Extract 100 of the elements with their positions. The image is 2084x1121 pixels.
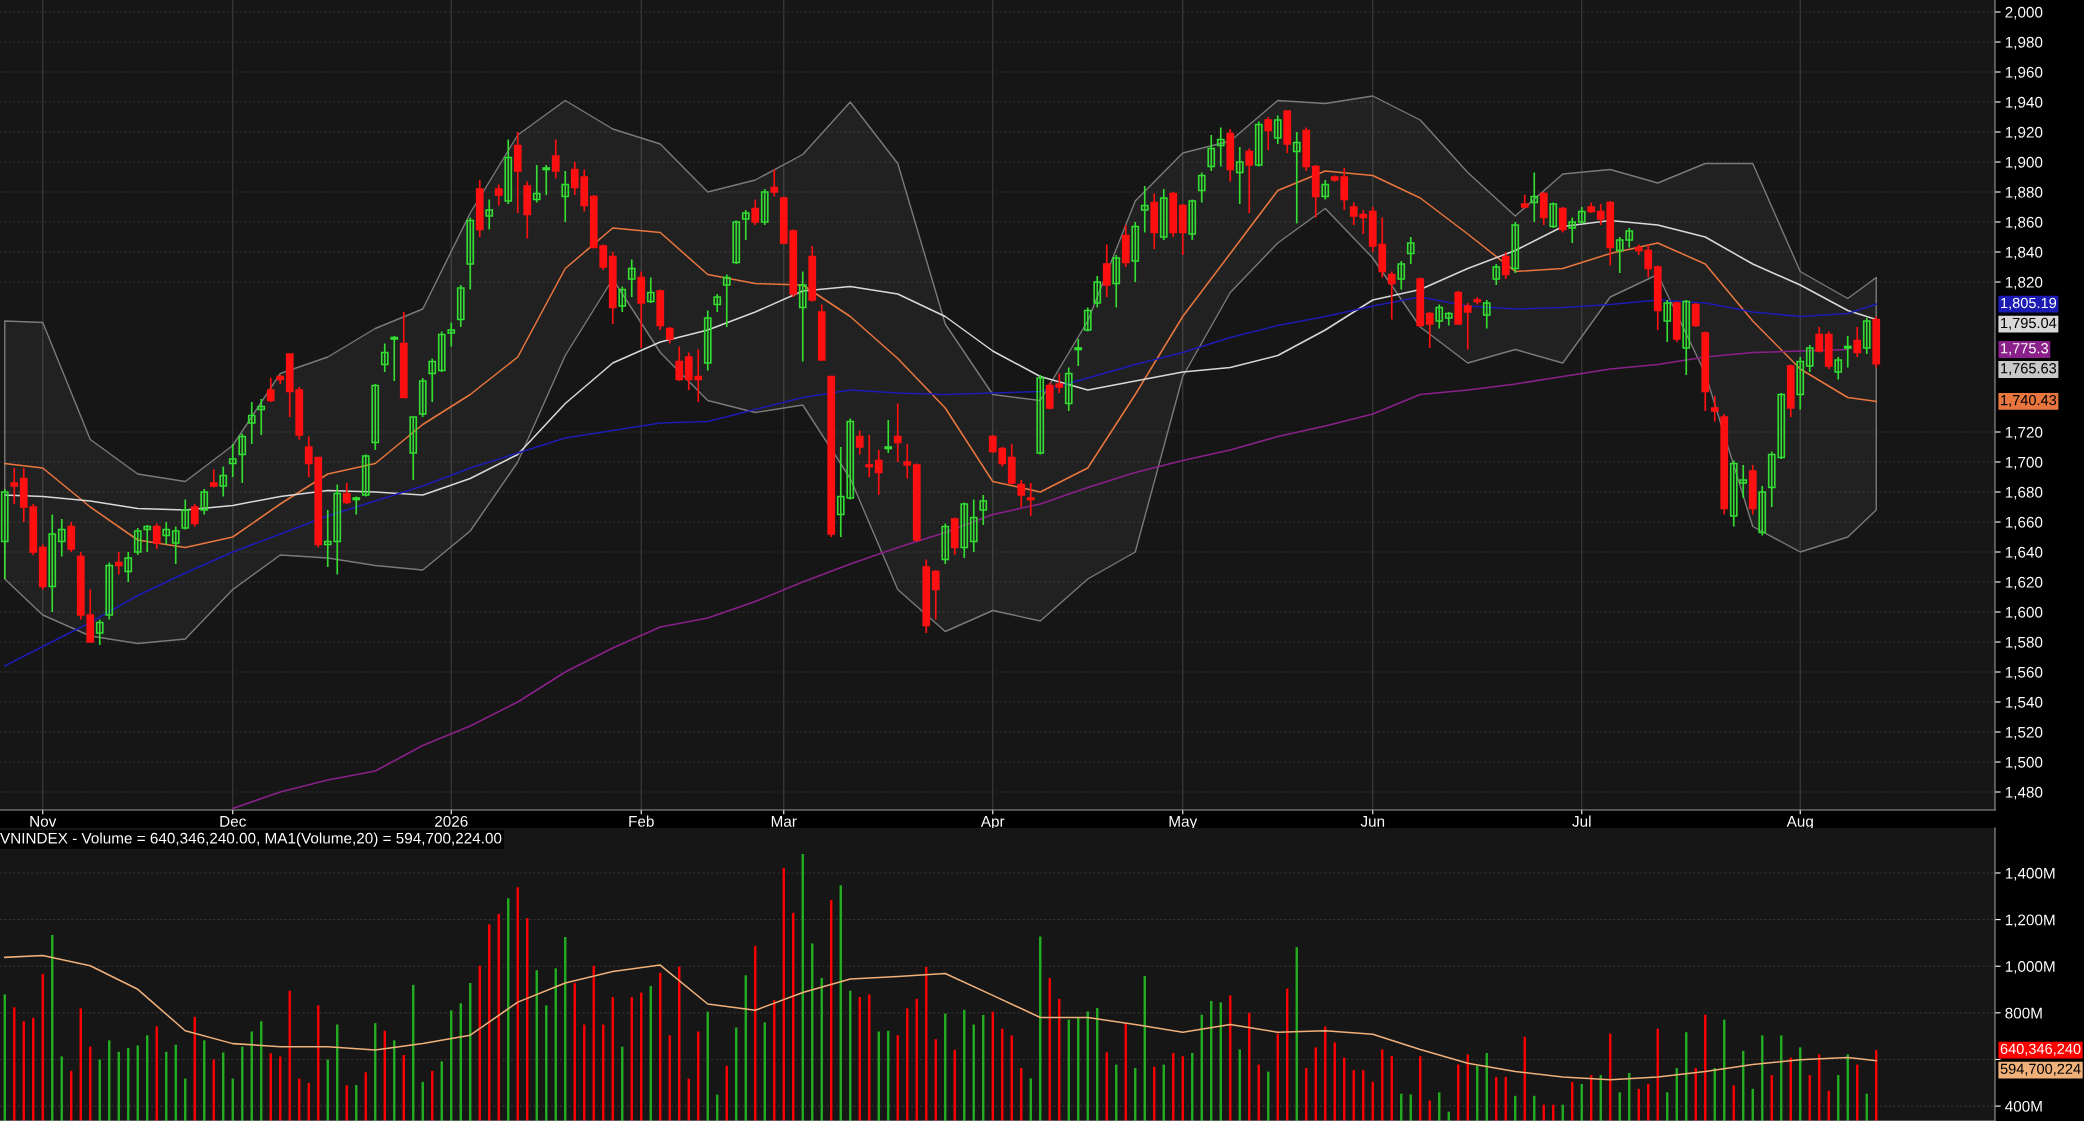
candlestick <box>1188 198 1197 241</box>
candlestick <box>1530 171 1539 223</box>
y-tick-label: 1,680 <box>2005 486 2043 500</box>
candlestick <box>1853 326 1862 358</box>
y-tick-label: 1,480 <box>2005 786 2043 800</box>
x-tick-label: Nov <box>30 816 57 827</box>
candlestick <box>893 402 902 463</box>
x-tick-label: 2026 <box>435 815 468 827</box>
x-tick-label: Apr <box>980 816 1005 830</box>
candlestick <box>447 321 456 348</box>
candlestick <box>67 521 76 553</box>
y-tick-label: 800M <box>2005 1007 2042 1019</box>
candlestick <box>1112 254 1121 309</box>
candlestick <box>1558 206 1567 234</box>
candlestick <box>751 198 760 226</box>
candlestick <box>732 219 741 265</box>
candlestick <box>162 521 171 546</box>
candlestick <box>361 453 370 498</box>
candlestick <box>1026 482 1035 517</box>
candlestick <box>1539 191 1548 226</box>
candlestick <box>10 467 19 505</box>
candlestick <box>1549 201 1558 229</box>
candlestick <box>380 342 389 373</box>
x-tick-label: Dec <box>220 816 246 827</box>
candlestick <box>1568 216 1577 244</box>
text: 594,700,224 <box>2000 1063 2081 1076</box>
candlestick <box>485 198 494 231</box>
text: 640,346,240 <box>2000 1043 2081 1056</box>
candlestick <box>1406 236 1415 265</box>
y-tick-label: 1,960 <box>2005 66 2043 80</box>
candlestick <box>1273 114 1282 145</box>
candlestick <box>57 518 66 558</box>
y-tick-label: 1,580 <box>2005 636 2043 650</box>
candlestick <box>865 434 874 478</box>
candlestick <box>770 168 779 198</box>
candlestick <box>219 465 228 498</box>
candlestick <box>627 258 636 298</box>
candlestick <box>409 416 418 481</box>
text: 1,765.63 <box>2001 363 2057 376</box>
candlestick <box>1815 326 1824 354</box>
line-series <box>3 296 1878 667</box>
candlestick <box>1064 366 1073 412</box>
candlestick <box>1805 344 1814 373</box>
candlestick <box>1796 356 1805 411</box>
candlestick <box>855 429 864 456</box>
candlestick <box>960 501 969 559</box>
y-tick-label: 1,940 <box>2005 96 2043 110</box>
x-tick-label: Jul <box>1572 815 1591 827</box>
candlestick <box>1216 126 1225 168</box>
x-tick-label: Feb <box>629 815 654 827</box>
y-tick-label: 1,640 <box>2005 546 2043 560</box>
candlestick <box>1131 221 1140 283</box>
candlestick <box>532 164 541 204</box>
text: 1,795.04 <box>2001 317 2057 330</box>
candlestick <box>1387 270 1396 321</box>
candlestick <box>1444 311 1453 327</box>
y-tick-label: 1,920 <box>2005 126 2043 140</box>
y-tick-label: 1,840 <box>2005 246 2043 260</box>
candlestick <box>209 468 218 489</box>
y-tick-label: 1,620 <box>2005 576 2043 590</box>
candlestick <box>1159 188 1168 241</box>
y-tick-label: 1,560 <box>2005 666 2043 680</box>
candlestick <box>266 377 275 403</box>
candlestick <box>741 209 750 241</box>
candlestick <box>437 330 446 373</box>
candlestick <box>504 138 513 205</box>
candlestick <box>456 284 465 328</box>
candlestick <box>143 524 152 553</box>
candlestick <box>1862 317 1871 355</box>
candlestick <box>114 551 123 576</box>
candlestick <box>1197 171 1206 204</box>
line-series <box>3 954 1878 1081</box>
candlestick <box>1235 146 1244 205</box>
y-tick-label: 1,980 <box>2005 36 2043 50</box>
candlestick <box>1102 243 1111 298</box>
candlestick <box>618 285 627 313</box>
candlestick <box>1397 260 1406 291</box>
x-tick-label: May <box>1169 816 1198 830</box>
candlestick <box>228 443 237 478</box>
y-tick-label: 1,540 <box>2005 696 2043 710</box>
candlestick <box>1254 120 1263 168</box>
candlestick <box>1691 302 1700 328</box>
candlestick <box>551 138 560 180</box>
chart-title: VNINDEX - Volume = 640,346,240.00, MA1(Volume,20) = 594,700,224.00 <box>0 832 502 847</box>
candlestick <box>1501 251 1510 280</box>
candlestick <box>1663 299 1672 343</box>
text: 1,805.19 <box>2001 297 2057 310</box>
candlestick <box>200 488 209 516</box>
candlestick <box>884 419 893 454</box>
candlestick <box>1682 299 1691 376</box>
y-tick-label: 1,880 <box>2005 186 2043 200</box>
candlestick <box>1482 299 1491 330</box>
candlestick <box>542 164 551 196</box>
x-tick-label: Mar <box>771 816 797 827</box>
candlestick <box>941 522 950 565</box>
candlestick <box>1083 306 1092 333</box>
candlestick <box>1292 131 1301 225</box>
candlestick <box>874 449 883 496</box>
candlestick <box>133 527 142 556</box>
candlestick <box>152 522 161 550</box>
